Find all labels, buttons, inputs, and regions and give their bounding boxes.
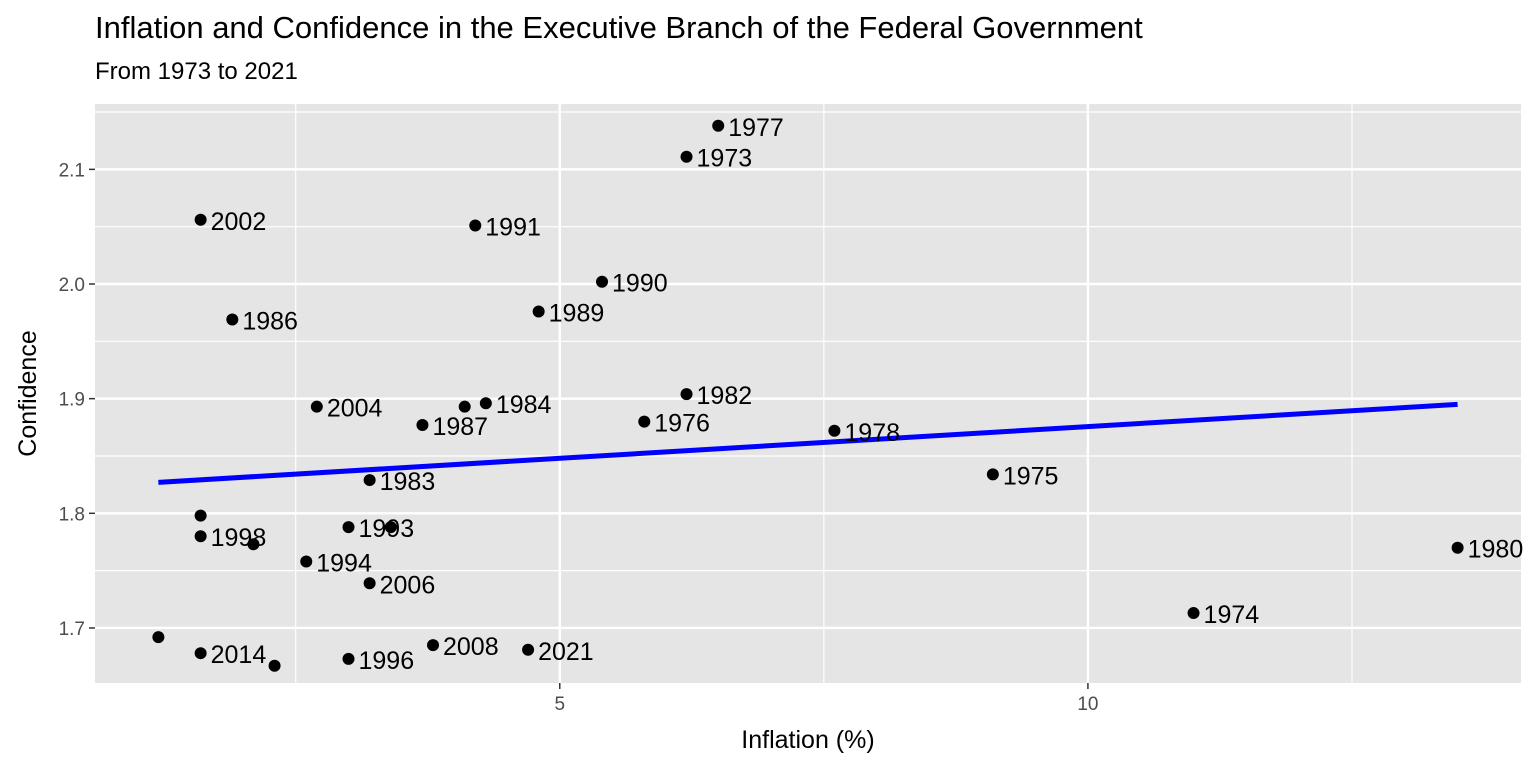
point-label: 2006 [380,571,436,599]
data-point [1451,541,1464,554]
point-label: 1982 [697,382,753,410]
point-label: 1993 [359,515,415,543]
data-point [680,388,693,401]
data-point [194,213,207,226]
data-point [194,509,207,522]
point-label: 1984 [496,391,552,419]
data-point [596,275,609,288]
data-point [342,652,355,665]
data-point [342,521,355,534]
data-points [152,119,1464,672]
data-point [522,643,535,656]
data-point [384,521,397,534]
point-label: 1983 [380,468,436,496]
data-point [986,468,999,481]
y-tick-label: 1.8 [59,504,85,525]
point-label: 1987 [432,413,488,441]
x-tick-label: 10 [1077,694,1098,715]
grid-lines [95,104,1521,683]
y-tick-label: 2.0 [59,275,85,296]
y-axis-title: Confidence [14,330,42,456]
point-label: 1998 [211,524,267,552]
x-axis-title: Inflation (%) [741,726,874,754]
data-point [638,415,651,428]
y-tick-label: 2.1 [59,160,85,181]
data-point [427,639,440,652]
y-tick-label: 1.7 [59,619,85,640]
plot-panel [95,104,1521,683]
point-label: 1975 [1003,462,1059,490]
y-tick-label: 1.9 [59,390,85,411]
point-label: 1994 [316,549,372,577]
data-point [194,530,207,543]
data-point [532,305,545,318]
data-point [268,659,281,672]
point-label: 1978 [844,419,900,447]
point-label: 2021 [538,638,594,666]
data-point [363,577,376,590]
point-label: 1977 [728,114,784,142]
chart-subtitle: From 1973 to 2021 [95,58,298,85]
data-point [363,474,376,487]
data-point [310,400,323,413]
y-axis: 1.7 1.8 1.9 2.0 2.1 [59,160,95,640]
data-point [416,419,429,432]
data-point [680,150,693,163]
point-label: 1973 [697,145,753,173]
data-point [300,555,313,568]
point-label: 2008 [443,633,499,661]
point-label: 2004 [327,395,383,423]
data-point [194,647,207,660]
point-label: 1986 [242,308,298,336]
point-label: 1989 [549,300,605,328]
point-label: 1974 [1204,601,1260,629]
data-point [828,424,841,437]
point-label: 1980 [1468,536,1524,564]
point-label: 1976 [654,410,710,438]
point-label: 1996 [359,647,415,675]
x-tick-label: 5 [554,694,565,715]
data-point [226,313,239,326]
data-point [469,219,482,232]
chart-title: Inflation and Confidence in the Executiv… [95,10,1143,45]
point-label: 2014 [211,641,267,669]
data-point [152,631,165,644]
point-label: 1990 [612,270,668,298]
x-axis: 5 10 [554,683,1098,715]
data-point [479,397,492,410]
point-label: 1991 [485,214,541,242]
data-point [712,119,725,132]
data-point [247,538,260,551]
trend-line [158,401,1458,485]
data-point [458,400,471,413]
point-label: 2002 [211,208,267,236]
data-point [1187,607,1200,620]
